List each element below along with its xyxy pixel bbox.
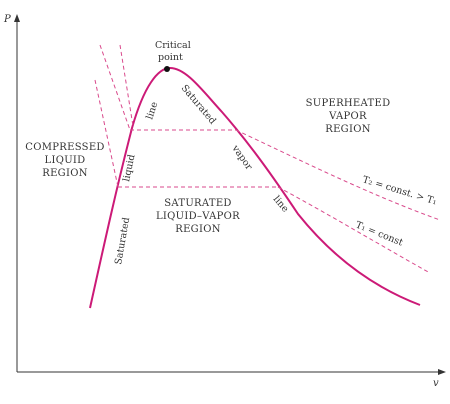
isotherm-t2-steep — [99, 44, 131, 131]
x-axis-label: v — [433, 378, 439, 389]
isotherm-t1-vapor — [277, 186, 431, 274]
mixture-label-2: LIQUID–VAPOR — [156, 211, 240, 222]
y-axis-arrow — [14, 14, 20, 22]
compressed-liquid-label: COMPRESSED LIQUID REGION — [25, 142, 105, 179]
isotherm-t1-steep — [94, 79, 119, 188]
isotherm-t2-vapor — [235, 129, 441, 221]
x-axis-arrow — [438, 369, 446, 375]
y-axis-label: P — [3, 14, 11, 25]
sat-liquid-label-saturated: Saturated — [113, 216, 132, 265]
superheated-vapor-label: SUPERHEATED VAPOR REGION — [306, 98, 391, 135]
compressed-label-2: LIQUID — [45, 155, 86, 166]
superheated-label-1: SUPERHEATED — [306, 98, 391, 109]
sat-vapor-label-saturated: Saturated — [179, 83, 218, 127]
sat-vapor-label-line: line — [271, 194, 291, 215]
mixture-label-3: REGION — [175, 224, 221, 235]
critical-isotherm-dash — [119, 44, 134, 127]
compressed-label-1: COMPRESSED — [25, 142, 105, 153]
axes: P v — [3, 14, 446, 389]
superheated-label-2: VAPOR — [328, 111, 367, 122]
compressed-label-3: REGION — [42, 168, 88, 179]
isotherm-t1-label: T₁ = const — [354, 220, 405, 249]
superheated-label-3: REGION — [325, 124, 371, 135]
critical-point-label-2: point — [158, 52, 183, 63]
mixture-label-1: SATURATED — [164, 198, 232, 209]
sat-liquid-label-line: line — [144, 100, 160, 121]
isotherms — [94, 44, 441, 274]
saturated-mixture-label: SATURATED LIQUID–VAPOR REGION — [156, 198, 240, 235]
critical-point-dot — [164, 66, 170, 72]
isotherm-t2-label: T₂ = const. > T₁ — [361, 174, 438, 207]
critical-point-label-1: Critical — [155, 40, 191, 51]
saturation-dome-curve — [89, 66, 421, 309]
